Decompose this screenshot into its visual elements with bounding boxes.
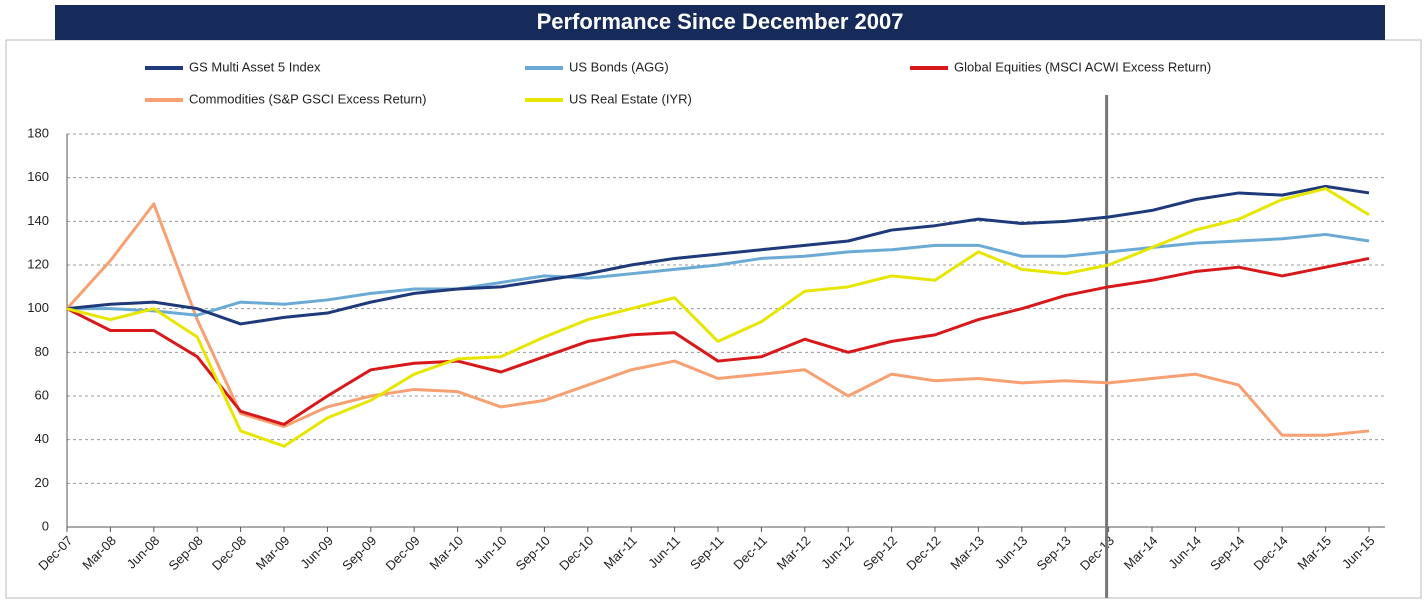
legend-label: US Bonds (AGG)	[569, 59, 669, 74]
legend-label: US Real Estate (IYR)	[569, 91, 692, 106]
series-line	[66, 256, 1370, 426]
series-line	[66, 187, 1370, 448]
title-banner	[55, 5, 1385, 40]
y-tick-label: 40	[35, 431, 49, 446]
chart-title: Performance Since December 2007	[537, 9, 904, 34]
y-tick-label: 80	[35, 344, 49, 359]
legend-label: Commodities (S&P GSCI Excess Return)	[189, 91, 426, 106]
legend-label: Global Equities (MSCI ACWI Excess Return…	[954, 59, 1211, 74]
legend-label: GS Multi Asset 5 Index	[189, 59, 321, 74]
y-tick-label: 100	[27, 300, 49, 315]
frame	[5, 39, 1422, 599]
y-tick-label: 180	[27, 125, 49, 140]
y-tick-label: 20	[35, 475, 49, 490]
y-tick-label: 60	[35, 387, 49, 402]
series-line	[65, 202, 1370, 437]
y-tick-label: 0	[42, 518, 49, 533]
y-tick-label: 140	[27, 213, 49, 228]
y-tick-label: 120	[27, 256, 49, 271]
series-line	[66, 184, 1370, 326]
y-tick-label: 160	[27, 169, 49, 184]
